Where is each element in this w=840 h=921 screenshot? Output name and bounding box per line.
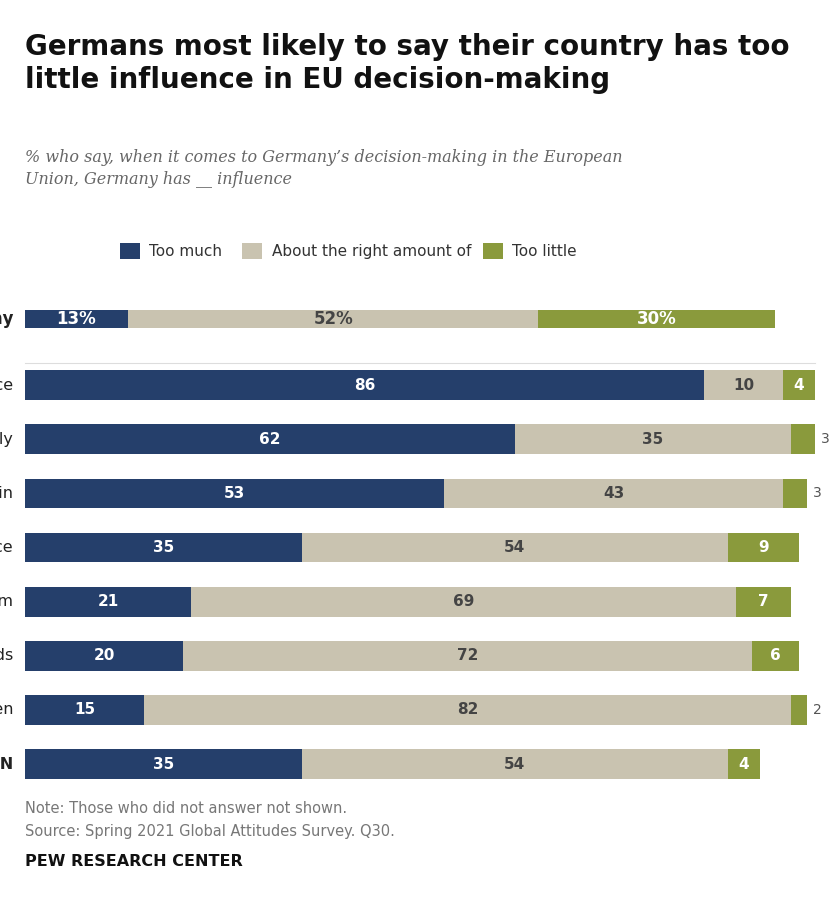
Bar [752, 641, 799, 670]
Text: 35: 35 [153, 756, 174, 772]
Bar [791, 695, 807, 725]
Bar [25, 749, 302, 779]
Text: 30%: 30% [637, 309, 677, 328]
Text: 72: 72 [457, 648, 478, 663]
Text: 62: 62 [260, 432, 281, 447]
Text: Netherlands: Netherlands [0, 648, 13, 663]
Text: % who say, when it comes to Germany’s decision-making in the European
Union, Ger: % who say, when it comes to Germany’s de… [25, 148, 622, 189]
Bar [25, 309, 128, 328]
Text: 9: 9 [759, 540, 769, 555]
Text: 86: 86 [354, 378, 375, 392]
Bar [791, 425, 815, 454]
Bar [144, 695, 791, 725]
Text: Sweden: Sweden [0, 703, 13, 717]
Text: 52%: 52% [313, 309, 353, 328]
Bar [128, 309, 538, 328]
Text: 20: 20 [93, 648, 115, 663]
Text: Greece: Greece [0, 378, 13, 392]
Bar [515, 425, 791, 454]
Text: 6: 6 [770, 648, 780, 663]
Text: Note: Those who did not answer not shown.: Note: Those who did not answer not shown… [25, 801, 347, 816]
Bar [242, 243, 262, 260]
Bar [25, 370, 704, 400]
Bar [483, 243, 503, 260]
Text: 35: 35 [643, 432, 664, 447]
Bar [25, 532, 302, 563]
Text: Italy: Italy [0, 432, 13, 447]
Text: Spain: Spain [0, 486, 13, 501]
Bar [120, 243, 139, 260]
Bar [302, 532, 728, 563]
Text: 35: 35 [153, 540, 174, 555]
Text: 4: 4 [738, 756, 749, 772]
Text: 53: 53 [223, 486, 245, 501]
Bar [25, 695, 144, 725]
Bar [783, 479, 807, 508]
Text: 4: 4 [794, 378, 805, 392]
Text: 13%: 13% [56, 309, 97, 328]
Bar [783, 370, 815, 400]
Text: 54: 54 [504, 540, 525, 555]
Bar [302, 749, 728, 779]
Bar [444, 479, 783, 508]
Bar [538, 309, 775, 328]
Text: PEW RESEARCH CENTER: PEW RESEARCH CENTER [25, 855, 243, 869]
Bar [728, 532, 799, 563]
Bar [25, 587, 191, 616]
Text: 43: 43 [603, 486, 624, 501]
Text: 2: 2 [813, 703, 822, 717]
Text: 82: 82 [457, 703, 478, 717]
Text: 7: 7 [759, 594, 769, 609]
Text: Too little: Too little [512, 244, 577, 259]
Bar [191, 587, 736, 616]
Text: 54: 54 [504, 756, 525, 772]
Bar [728, 749, 759, 779]
Text: 69: 69 [453, 594, 474, 609]
Text: Source: Spring 2021 Global Attitudes Survey. Q30.: Source: Spring 2021 Global Attitudes Sur… [25, 823, 395, 839]
Text: Too much: Too much [150, 244, 222, 259]
Text: MEDIAN: MEDIAN [0, 756, 13, 772]
Bar [25, 641, 183, 670]
Text: 3: 3 [813, 486, 822, 500]
Bar [736, 587, 791, 616]
Text: 21: 21 [97, 594, 118, 609]
Text: Germans most likely to say their country has too
little influence in EU decision: Germans most likely to say their country… [25, 32, 790, 94]
Bar [183, 641, 752, 670]
Bar [25, 479, 444, 508]
Text: 10: 10 [733, 378, 754, 392]
Text: 3: 3 [822, 432, 830, 447]
Text: France: France [0, 540, 13, 555]
Text: About the right amount of: About the right amount of [271, 244, 471, 259]
Text: Belgium: Belgium [0, 594, 13, 609]
Bar [704, 370, 783, 400]
Text: Germany: Germany [0, 309, 13, 328]
Text: 15: 15 [74, 703, 95, 717]
Bar [25, 425, 515, 454]
